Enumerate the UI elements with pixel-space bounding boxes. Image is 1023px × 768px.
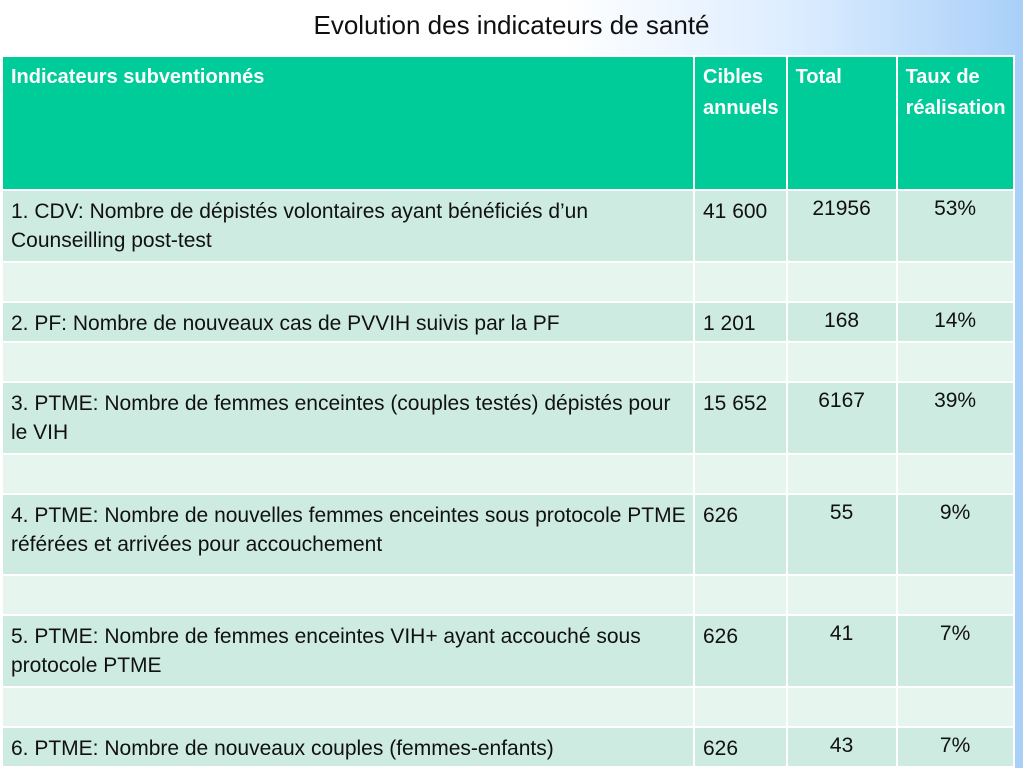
indicator-cell: 5. PTME: Nombre de femmes enceintes VIH+…	[1, 614, 695, 688]
total-cell: 43	[785, 726, 898, 768]
header-indicators: Indicateurs subventionnés	[1, 55, 695, 191]
indicator-cell: 3. PTME: Nombre de femmes enceintes (cou…	[1, 381, 695, 455]
empty-cell	[785, 574, 898, 616]
table-row: 6. PTME: Nombre de nouveaux couples (fem…	[1, 726, 1015, 768]
header-rate: Taux de réalisation	[895, 55, 1015, 191]
empty-cell	[785, 453, 898, 495]
empty-cell	[895, 453, 1015, 495]
total-cell: 168	[785, 301, 898, 343]
target-cell: 626	[693, 493, 788, 576]
page-title: Evolution des indicateurs de santé	[313, 10, 710, 40]
empty-cell	[1, 574, 695, 616]
empty-cell	[1, 261, 695, 303]
empty-cell	[693, 686, 788, 728]
rate-cell: 9%	[895, 493, 1015, 576]
total-cell: 41	[785, 614, 898, 688]
empty-cell	[895, 686, 1015, 728]
indicator-cell: 6. PTME: Nombre de nouveaux couples (fem…	[1, 726, 695, 768]
table-row: 2. PF: Nombre de nouveaux cas de PVVIH s…	[1, 301, 1015, 343]
target-cell: 41 600	[693, 189, 788, 263]
empty-cell	[785, 686, 898, 728]
target-cell: 1 201	[693, 301, 788, 343]
empty-cell	[1, 453, 695, 495]
table-row: 3. PTME: Nombre de femmes enceintes (cou…	[1, 381, 1015, 455]
header-targets: Cibles annuels	[693, 55, 788, 191]
spacer-row	[1, 341, 1015, 383]
indicators-table: Indicateurs subventionnés Cibles annuels…	[1, 55, 1015, 768]
rate-cell: 53%	[895, 189, 1015, 263]
target-cell: 626	[693, 614, 788, 688]
target-cell: 626	[693, 726, 788, 768]
spacer-row	[1, 261, 1015, 303]
empty-cell	[895, 574, 1015, 616]
empty-cell	[693, 341, 788, 383]
spacer-row	[1, 686, 1015, 728]
empty-cell	[693, 261, 788, 303]
rate-cell: 7%	[895, 614, 1015, 688]
total-cell: 21956	[785, 189, 898, 263]
header-row: Indicateurs subventionnés Cibles annuels…	[1, 55, 1015, 191]
indicator-cell: 4. PTME: Nombre de nouvelles femmes ence…	[1, 493, 695, 576]
total-cell: 6167	[785, 381, 898, 455]
rate-cell: 7%	[895, 726, 1015, 768]
table-row: 4. PTME: Nombre de nouvelles femmes ence…	[1, 493, 1015, 576]
indicator-cell: 2. PF: Nombre de nouveaux cas de PVVIH s…	[1, 301, 695, 343]
empty-cell	[895, 341, 1015, 383]
empty-cell	[693, 574, 788, 616]
total-cell: 55	[785, 493, 898, 576]
indicator-cell: 1. CDV: Nombre de dépistés volontaires a…	[1, 189, 695, 263]
spacer-row	[1, 574, 1015, 616]
empty-cell	[785, 261, 898, 303]
table-row: 5. PTME: Nombre de femmes enceintes VIH+…	[1, 614, 1015, 688]
spacer-row	[1, 453, 1015, 495]
header-total: Total	[785, 55, 898, 191]
rate-cell: 14%	[895, 301, 1015, 343]
rate-cell: 39%	[895, 381, 1015, 455]
target-cell: 15 652	[693, 381, 788, 455]
empty-cell	[895, 261, 1015, 303]
empty-cell	[785, 341, 898, 383]
empty-cell	[1, 341, 695, 383]
empty-cell	[693, 453, 788, 495]
table-row: 1. CDV: Nombre de dépistés volontaires a…	[1, 189, 1015, 263]
empty-cell	[1, 686, 695, 728]
